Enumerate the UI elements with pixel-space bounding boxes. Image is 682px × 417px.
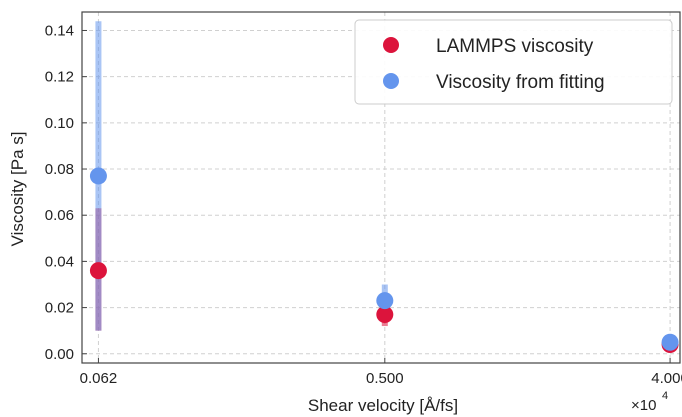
- y-axis-label: Viscosity [Pa s]: [8, 132, 27, 247]
- legend-marker-fitting: [383, 73, 399, 89]
- y-tick-label: 0.10: [45, 115, 74, 132]
- y-tick-labels: 0.00 0.02 0.04 0.06 0.08 0.10 0.12 0.14: [45, 22, 74, 362]
- legend-box: [354, 19, 673, 105]
- point-lammps: [376, 306, 394, 324]
- legend-label-lammps: LAMMPS viscosity: [436, 36, 594, 57]
- x-tick-label: 0.062: [80, 370, 118, 387]
- y-tick-label: 0.00: [45, 346, 74, 363]
- legend-marker-lammps: [383, 37, 399, 53]
- y-tick-label: 0.12: [45, 69, 74, 86]
- x-tick-label: 0.500: [366, 370, 404, 387]
- y-tick-label: 0.14: [45, 22, 74, 39]
- y-tick-label: 0.02: [45, 300, 74, 317]
- x-axis-multiplier-exponent: 4: [662, 390, 668, 402]
- point-fitting: [661, 333, 679, 351]
- axis-ticks: [82, 29, 671, 363]
- x-axis-multiplier: ×10: [631, 397, 656, 414]
- plot-frame: [81, 11, 681, 364]
- point-lammps: [89, 262, 107, 280]
- x-tick-label: 4.000: [651, 370, 682, 387]
- point-fitting: [89, 167, 107, 185]
- y-tick-label: 0.08: [45, 161, 74, 178]
- legend: LAMMPS viscosity Viscosity from fitting: [354, 19, 673, 105]
- point-fitting: [376, 292, 394, 310]
- data-points: [89, 167, 679, 354]
- legend-label-fitting: Viscosity from fitting: [436, 72, 605, 93]
- y-tick-label: 0.06: [45, 207, 74, 224]
- x-axis-label: Shear velocity [Å/fs]: [308, 396, 458, 415]
- x-tick-labels: 0.062 0.500 4.000: [80, 370, 682, 387]
- y-tick-label: 0.04: [45, 253, 74, 270]
